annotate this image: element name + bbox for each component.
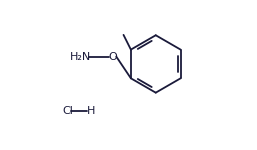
Text: Cl: Cl	[62, 106, 73, 116]
Text: H: H	[87, 106, 96, 116]
Text: O: O	[109, 52, 117, 62]
Text: H₂N: H₂N	[70, 52, 91, 62]
